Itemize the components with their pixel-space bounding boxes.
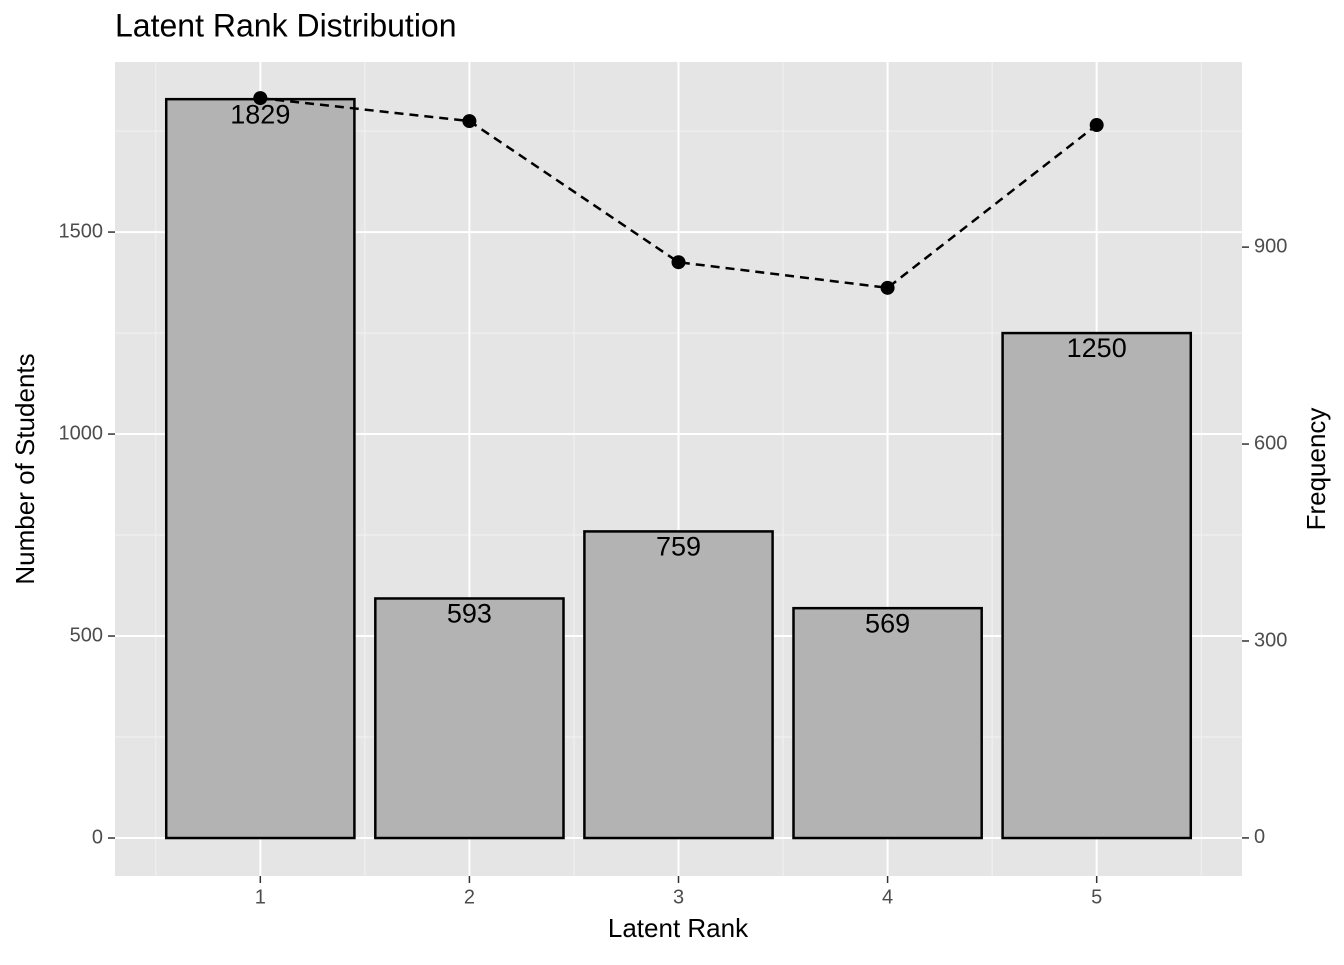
data-label: 759 <box>656 532 701 562</box>
y-tick-label: 1500 <box>59 220 104 242</box>
data-label: 1250 <box>1067 333 1127 363</box>
x-axis-title: Latent Rank <box>608 913 749 943</box>
y2-tick-label: 900 <box>1254 235 1287 257</box>
y-tick-label: 0 <box>92 826 103 848</box>
line <box>260 96 1098 290</box>
y2-tick-label: 600 <box>1254 432 1287 454</box>
data-label: 569 <box>865 608 910 638</box>
x-tick-label: 4 <box>882 886 893 908</box>
y-tick-label: 1000 <box>59 422 104 444</box>
y2-tick-label: 300 <box>1254 629 1287 651</box>
y-axis-title: Number of Students <box>10 353 40 584</box>
chart-title: Latent Rank Distribution <box>115 7 457 43</box>
bar <box>792 606 983 840</box>
y-tick-label: 500 <box>70 624 103 646</box>
point <box>671 255 686 270</box>
x-tick-label: 2 <box>464 886 475 908</box>
bar <box>1001 331 1193 840</box>
bar <box>583 530 774 840</box>
x-tick-label: 1 <box>255 886 266 908</box>
point <box>462 114 477 129</box>
bar <box>164 97 356 840</box>
y2-tick-label: 0 <box>1254 826 1265 848</box>
point <box>253 91 268 106</box>
data-label: 593 <box>447 599 492 629</box>
point <box>1089 118 1104 133</box>
y2-axis-title: Frequency <box>1301 408 1331 531</box>
bar <box>374 597 565 840</box>
point <box>880 280 895 295</box>
x-tick-label: 3 <box>673 886 684 908</box>
x-tick-label: 5 <box>1091 886 1102 908</box>
